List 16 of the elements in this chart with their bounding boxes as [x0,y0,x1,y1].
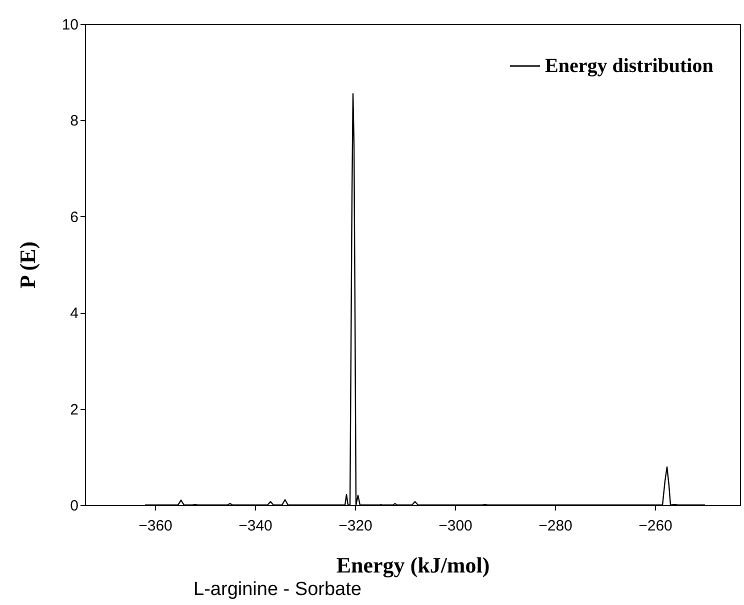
x-tick-label: −300 [438,518,472,534]
x-tick-label: −340 [238,518,272,534]
y-tick-label: 8 [70,112,78,130]
x-axis-title: Energy (kJ/mol) [336,552,490,578]
x-tick-label: −260 [638,518,672,534]
y-axis-title: P (E) [14,241,40,289]
x-tick-label: −360 [138,518,172,534]
x-tick-label: −320 [338,518,372,534]
x-tick-label: −280 [538,518,572,534]
y-tick-label: 2 [70,401,78,418]
y-tick-label: 6 [70,208,78,226]
y-tick-label: 0 [70,498,78,514]
y-tick-label: 10 [62,16,78,34]
text: L-arginine - Sorbate [194,579,362,600]
y-tick-label: 4 [70,305,78,322]
legend-label: Energy distribution [545,55,714,77]
